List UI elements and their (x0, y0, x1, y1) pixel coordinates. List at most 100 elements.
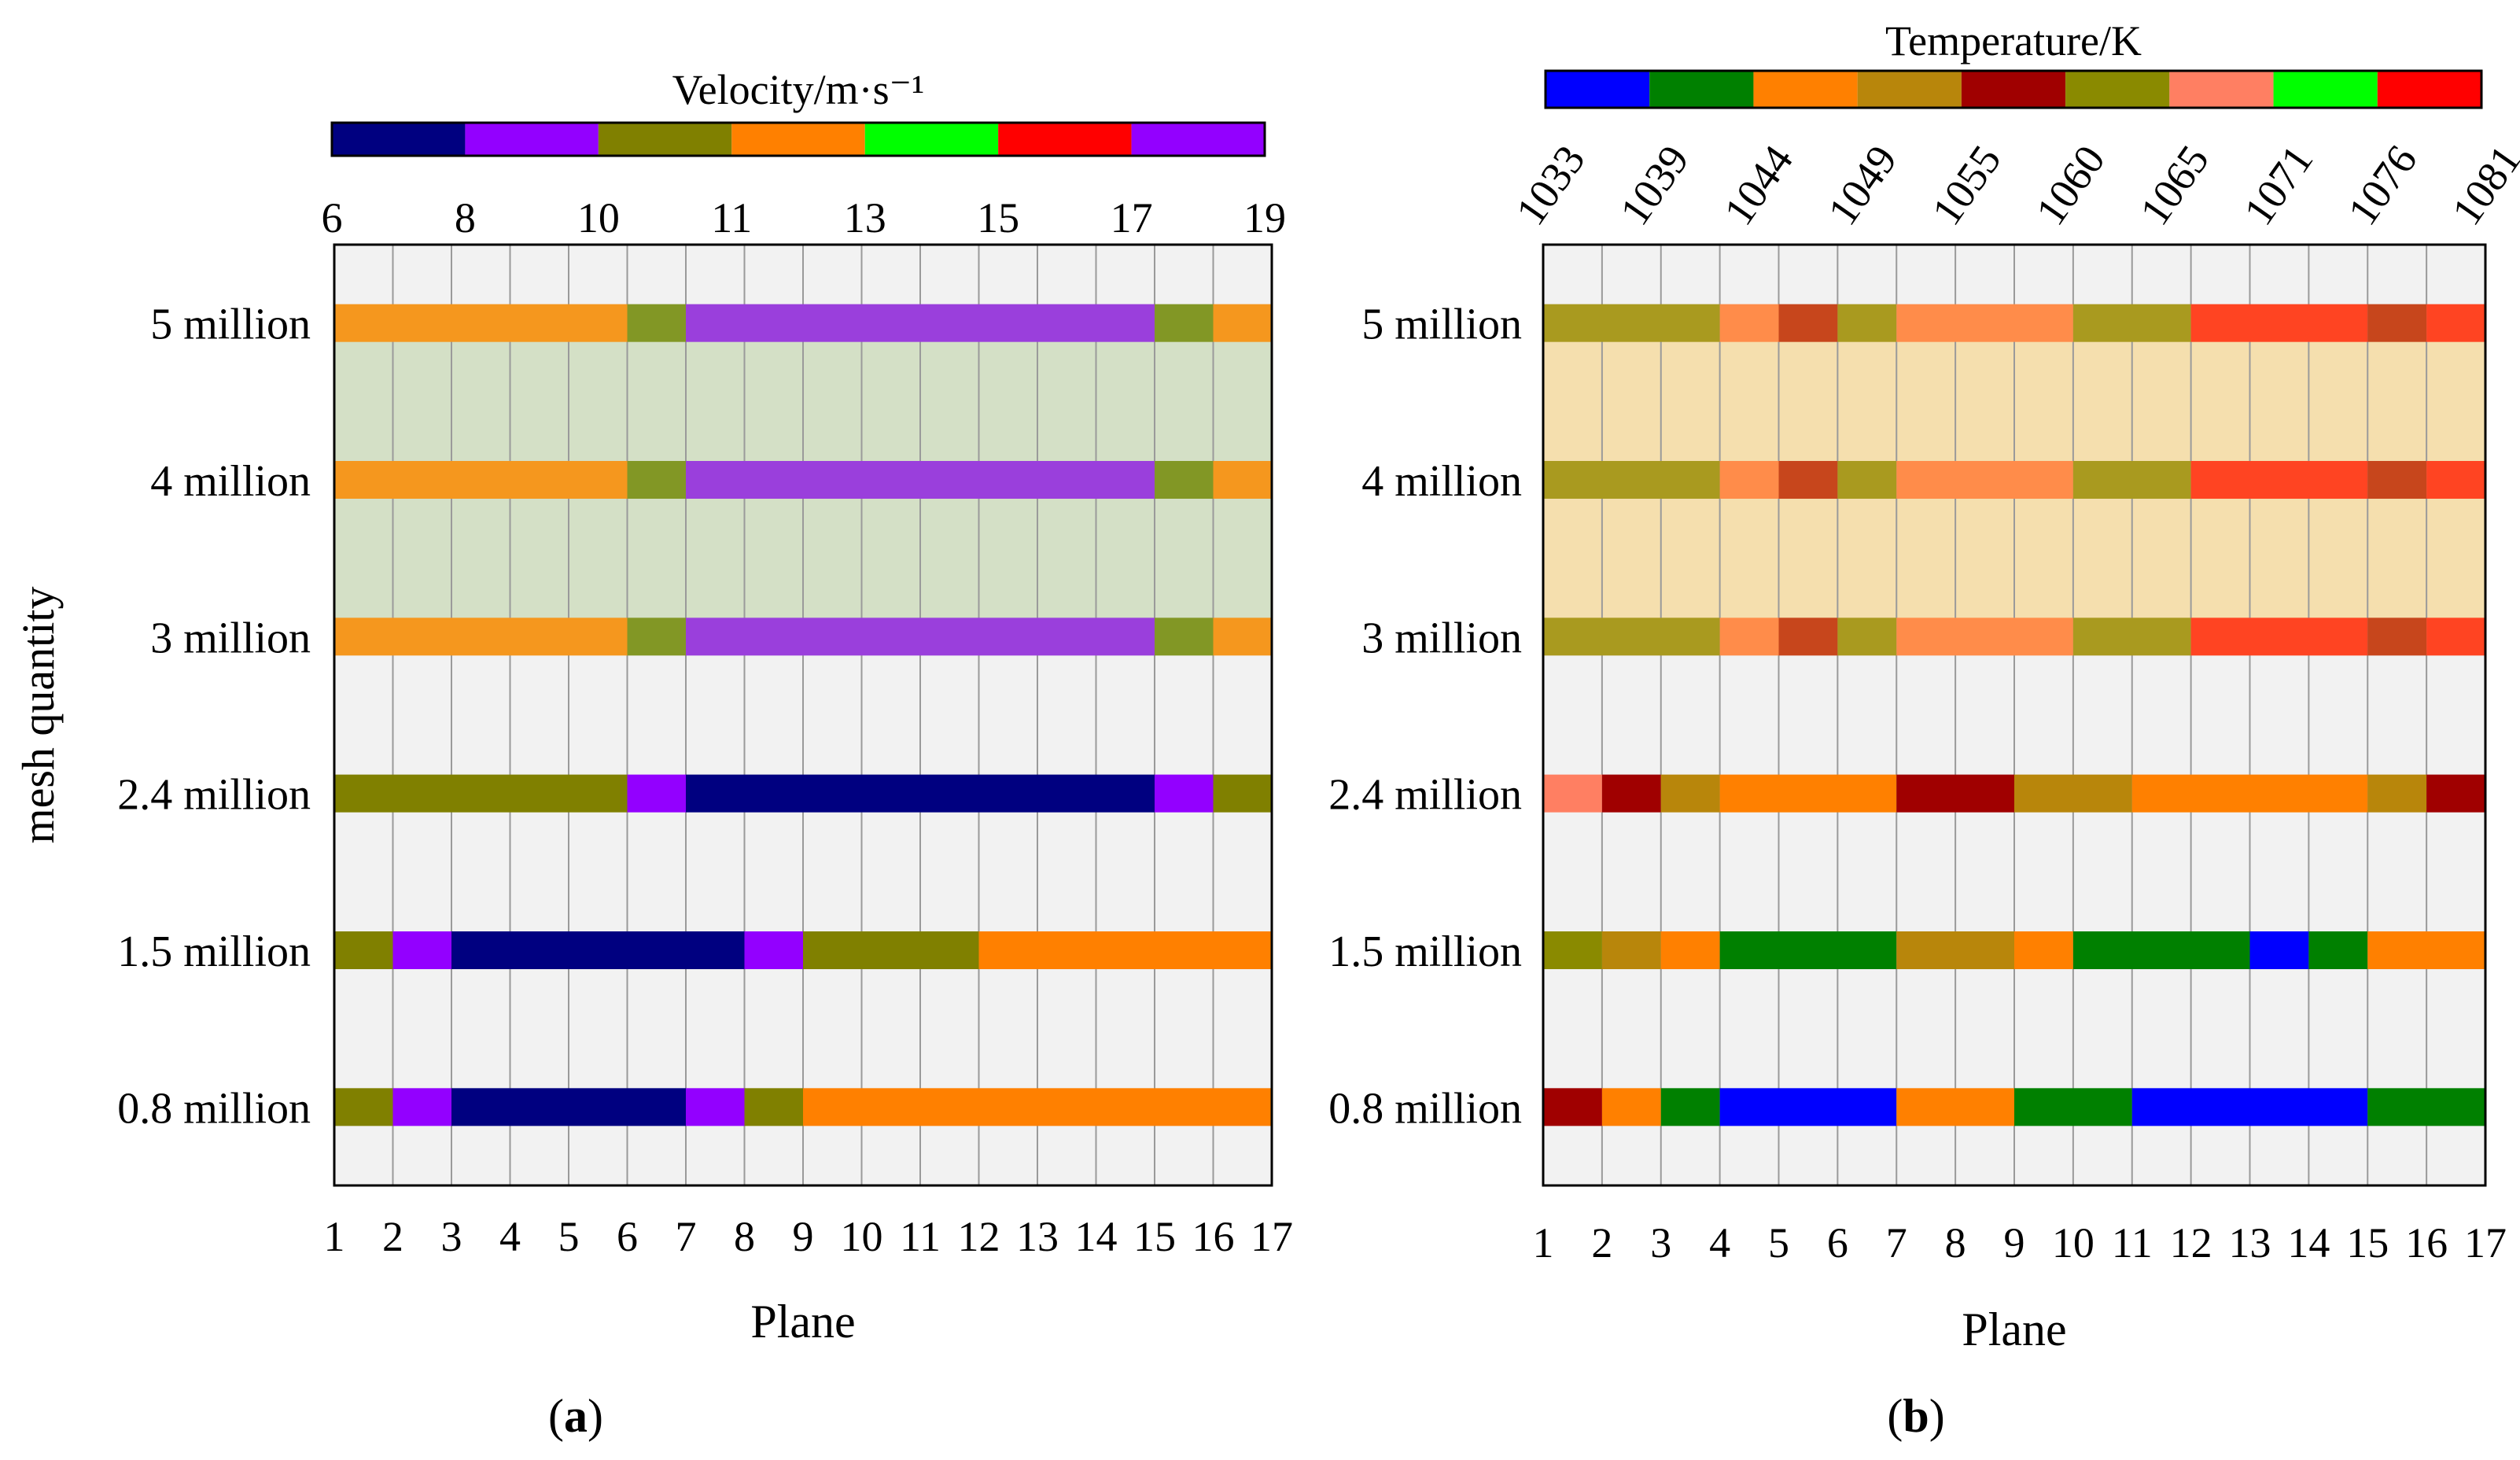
row-label: 5 million (1361, 300, 1522, 349)
bar-segment (2308, 931, 2368, 969)
bar-segment (1719, 304, 1779, 342)
bar-segment (686, 304, 1155, 342)
x-tick-label: 14 (2287, 1219, 2330, 1266)
bar-segment (2190, 618, 2368, 656)
row-label: 1.5 million (1328, 927, 1522, 976)
bar-segment (1719, 1088, 1897, 1126)
x-tick-label: 10 (2052, 1219, 2094, 1266)
colorbar-swatch (1857, 71, 1962, 108)
bar-segment (803, 931, 979, 969)
bar-segment (1155, 461, 1214, 499)
bar-segment (2249, 931, 2309, 969)
bar-segment (627, 461, 686, 499)
colorbar-tick-label: 1065 (2131, 137, 2218, 234)
bar-segment (2131, 1088, 2368, 1126)
bar-segment (2190, 304, 2368, 342)
bar-segment (627, 618, 686, 656)
colorbar-tick-label: 15 (977, 194, 1019, 241)
bar-segment (2072, 931, 2250, 969)
colorbar-swatch (2377, 71, 2481, 108)
colorbar-swatch (598, 123, 732, 156)
bar-segment (2072, 461, 2191, 499)
colorbar-tick-label: 1033 (1507, 137, 1594, 234)
colorbar-tick-label: 11 (711, 194, 752, 241)
row-label: 4 million (150, 457, 311, 506)
bar-segment (1719, 461, 1779, 499)
bar-segment (451, 1088, 686, 1126)
bar-segment (392, 931, 451, 969)
bar-segment (1896, 618, 2073, 656)
x-tick-label: 8 (734, 1213, 755, 1260)
bar-segment (334, 1088, 393, 1126)
bar-segment (1896, 461, 2073, 499)
x-tick-label: 9 (793, 1213, 814, 1260)
x-tick-label: 7 (676, 1213, 697, 1260)
bar-segment (1660, 1088, 1720, 1126)
colorbar-tick-label: 1039 (1611, 137, 1698, 234)
x-tick-label: 6 (617, 1213, 638, 1260)
colorbar-title: Velocity/m·s⁻¹ (672, 66, 925, 113)
x-tick-label: 8 (1945, 1219, 1966, 1266)
bar-segment (2014, 1088, 2132, 1126)
colorbar-swatch (2169, 71, 2274, 108)
bar-segment (2367, 931, 2485, 969)
bar-segment (978, 931, 1272, 969)
bar-segment (1719, 774, 1897, 813)
colorbar-swatch (1961, 71, 2066, 108)
row-label: 5 million (150, 300, 311, 349)
bar-segment (1896, 304, 2073, 342)
bar-segment (392, 1088, 451, 1126)
bar-segment (1837, 618, 1897, 656)
colorbar-swatch (864, 123, 999, 156)
panel-b-caption: (b) (1887, 1390, 1944, 1442)
x-tick-label: 9 (2004, 1219, 2025, 1266)
row-label: 1.5 million (117, 927, 311, 976)
plot-frame (333, 243, 1273, 1187)
x-tick-label: 4 (1709, 1219, 1730, 1266)
bar-segment (686, 618, 1155, 656)
row-label: 3 million (150, 614, 311, 662)
colorbar-swatch (1649, 71, 1754, 108)
bar-segment (334, 461, 628, 499)
y-axis-label: mesh quantity (13, 586, 64, 843)
bar-segment (334, 618, 628, 656)
colorbar-swatch (1131, 123, 1265, 156)
colorbar-tick-label: 1049 (1818, 137, 1906, 234)
bar-segment (1543, 461, 1720, 499)
x-tick-label: 13 (2229, 1219, 2271, 1266)
colorbar-tick-label: 1071 (2234, 137, 2322, 234)
x-tick-label: 11 (2112, 1219, 2153, 1266)
row-label: 0.8 million (117, 1084, 311, 1133)
plot-frame (1542, 243, 2487, 1187)
colorbar-swatch (2273, 71, 2378, 108)
x-tick-label: 16 (1192, 1213, 1235, 1260)
x-tick-label: 5 (1768, 1219, 1789, 1266)
bar-segment (1719, 618, 1779, 656)
row-label: 2.4 million (1328, 771, 1522, 820)
colorbar-frame (1544, 69, 2483, 109)
bar-segment (744, 931, 803, 969)
bar-segment (627, 774, 686, 813)
x-tick-label: 15 (1133, 1213, 1176, 1260)
bar-segment (1543, 931, 1602, 969)
x-tick-label: 13 (1016, 1213, 1059, 1260)
colorbar-title: Temperature/K (1885, 17, 2142, 65)
x-tick-label: 5 (558, 1213, 580, 1260)
bar-segment (1719, 931, 1897, 969)
bar-segment (2072, 304, 2191, 342)
bar-segment (2426, 774, 2485, 813)
x-tick-label: 3 (441, 1213, 462, 1260)
x-tick-label: 17 (2464, 1219, 2507, 1266)
bar-segment (2426, 461, 2485, 499)
colorbar-swatch (998, 123, 1132, 156)
bar-segment (2014, 931, 2073, 969)
bar-segment (2426, 304, 2485, 342)
x-tick-label: 12 (2170, 1219, 2212, 1266)
bar-segment (2367, 618, 2427, 656)
bar-segment (627, 304, 686, 342)
bar-segment (1778, 618, 1838, 656)
x-axis-label: Plane (1962, 1303, 2066, 1355)
x-tick-label: 15 (2346, 1219, 2389, 1266)
panel-a-caption: (a) (548, 1390, 603, 1442)
